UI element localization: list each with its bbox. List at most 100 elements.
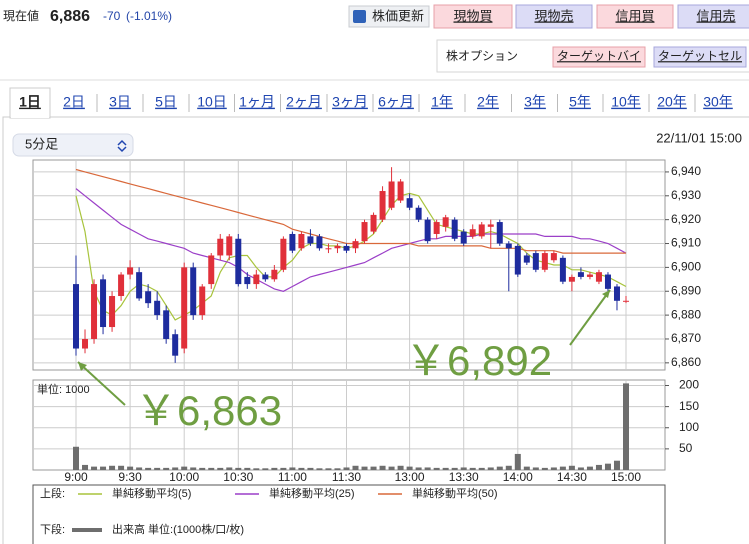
tab[interactable]: 5日 xyxy=(155,94,177,110)
margin-sell-button[interactable] xyxy=(677,4,749,29)
timestamp: 22/11/01 15:00 xyxy=(656,130,742,145)
plot-layer: 6,860 6,870 6,880 6,890 6,900 6,910 6,920 6,930… xyxy=(33,160,701,484)
cash-sell-button[interactable] xyxy=(515,4,593,29)
volume-bar xyxy=(352,465,359,470)
arrow-head xyxy=(78,362,87,371)
y-tick-label: 6,920 xyxy=(671,212,701,226)
tab[interactable]: 3ヶ月 xyxy=(332,94,368,110)
candle-body xyxy=(352,241,359,249)
current-price-label: 現在値 xyxy=(3,8,39,23)
tab[interactable]: 2日 xyxy=(63,94,85,110)
candle-body xyxy=(145,291,152,304)
volume-bar xyxy=(469,467,476,470)
y-tick-label: 200 xyxy=(679,378,699,392)
target-sell-button[interactable] xyxy=(653,46,747,68)
price-change: -70 xyxy=(103,9,121,23)
volume-bar xyxy=(163,467,170,470)
volume-bar xyxy=(208,467,215,470)
tab[interactable]: 1ヶ月 xyxy=(239,94,275,110)
y-tick-label: 6,900 xyxy=(671,260,701,274)
tab[interactable]: 3日 xyxy=(109,94,131,110)
tab[interactable]: 1日 xyxy=(19,94,41,110)
moving-average-line xyxy=(75,168,626,254)
volume-bar xyxy=(379,465,386,470)
tab-bar: 1日 2日 3日 5日 10日 1ヶ月 2ヶ月 3ヶ月 6ヶ月 1年 2年 3年 5年 10年 20年 30年 xyxy=(9,87,733,119)
volume-bar xyxy=(496,466,503,470)
volume-bar xyxy=(532,467,539,470)
refresh-button[interactable] xyxy=(348,5,430,28)
legend-label: 単純移動平均(50) xyxy=(412,486,498,500)
candle-body xyxy=(100,279,107,328)
candle-body xyxy=(181,267,188,349)
candle-body xyxy=(91,284,98,339)
margin-buy-button[interactable] xyxy=(596,4,674,29)
candle-body xyxy=(127,267,134,275)
candle-body xyxy=(172,334,179,356)
volume-bar xyxy=(451,467,458,470)
volume-bar xyxy=(82,464,89,470)
x-tick-label: 10:00 xyxy=(169,470,199,484)
candle-body xyxy=(532,253,539,270)
candle-body xyxy=(451,219,458,239)
candle-body xyxy=(604,274,611,289)
tab[interactable]: 1年 xyxy=(431,94,453,110)
tab[interactable]: 5年 xyxy=(569,94,591,110)
cash-sell-label[interactable]: 現物売 xyxy=(534,8,573,23)
candle-body xyxy=(568,276,575,282)
tab[interactable]: 6ヶ月 xyxy=(378,94,414,110)
arrow-head xyxy=(602,290,610,298)
candle-body xyxy=(505,243,512,249)
moving-average-line xyxy=(75,188,627,292)
tab[interactable]: 30年 xyxy=(703,94,733,110)
candle-body xyxy=(316,236,323,249)
target-sell-label[interactable]: ターゲットセル xyxy=(658,49,742,63)
target-buy-button[interactable] xyxy=(552,46,646,68)
volume-bar xyxy=(289,467,296,470)
y-tick-label: 100 xyxy=(679,420,699,434)
volume-bar xyxy=(460,467,467,470)
cash-buy-label[interactable]: 現物買 xyxy=(453,8,492,23)
volume-bar xyxy=(613,460,620,470)
tab[interactable]: 10日 xyxy=(197,94,227,110)
candle-body xyxy=(226,236,233,256)
candle-body xyxy=(343,245,350,251)
margin-sell-label[interactable]: 信用売 xyxy=(696,8,735,23)
target-buy-label[interactable]: ターゲットバイ xyxy=(557,49,641,63)
cash-buy-button[interactable] xyxy=(433,4,513,29)
candle-body xyxy=(280,238,287,270)
volume-bar xyxy=(487,467,494,470)
volume-bar xyxy=(586,466,593,470)
interval-label[interactable]: 5分足 xyxy=(25,136,58,151)
candle-body xyxy=(577,272,584,277)
volume-bar xyxy=(514,453,521,470)
candle-body xyxy=(361,222,368,242)
candle-body xyxy=(397,181,404,201)
candle-body xyxy=(307,236,314,244)
candle-body xyxy=(370,214,377,232)
y-tick-label: 50 xyxy=(679,441,693,455)
volume-bar xyxy=(271,467,278,470)
candle-body xyxy=(163,310,170,339)
legend-upper-label: 上段: xyxy=(40,486,65,500)
volume-bar xyxy=(118,465,125,470)
interval-select[interactable] xyxy=(12,133,134,157)
tab[interactable]: 3年 xyxy=(524,94,546,110)
volume-bar xyxy=(424,467,431,470)
candle-body xyxy=(190,267,197,316)
current-price: 6,886 xyxy=(50,8,90,25)
volume-bar xyxy=(190,467,197,470)
x-tick-label: 11:30 xyxy=(332,470,361,484)
volume-bar xyxy=(325,468,332,470)
refresh-label[interactable]: 株価更新 xyxy=(372,8,424,23)
candle-body xyxy=(199,286,206,316)
tab[interactable]: 20年 xyxy=(657,94,687,110)
tab[interactable]: 2ヶ月 xyxy=(286,94,322,110)
margin-buy-label[interactable]: 信用買 xyxy=(615,8,654,23)
y-tick-label: 6,930 xyxy=(671,188,701,202)
candle-body xyxy=(424,219,431,242)
candle-body xyxy=(262,274,269,280)
tab[interactable]: 2年 xyxy=(477,94,499,110)
candle-body xyxy=(478,224,485,237)
tab[interactable]: 10年 xyxy=(611,94,641,110)
candle-body xyxy=(415,207,422,220)
